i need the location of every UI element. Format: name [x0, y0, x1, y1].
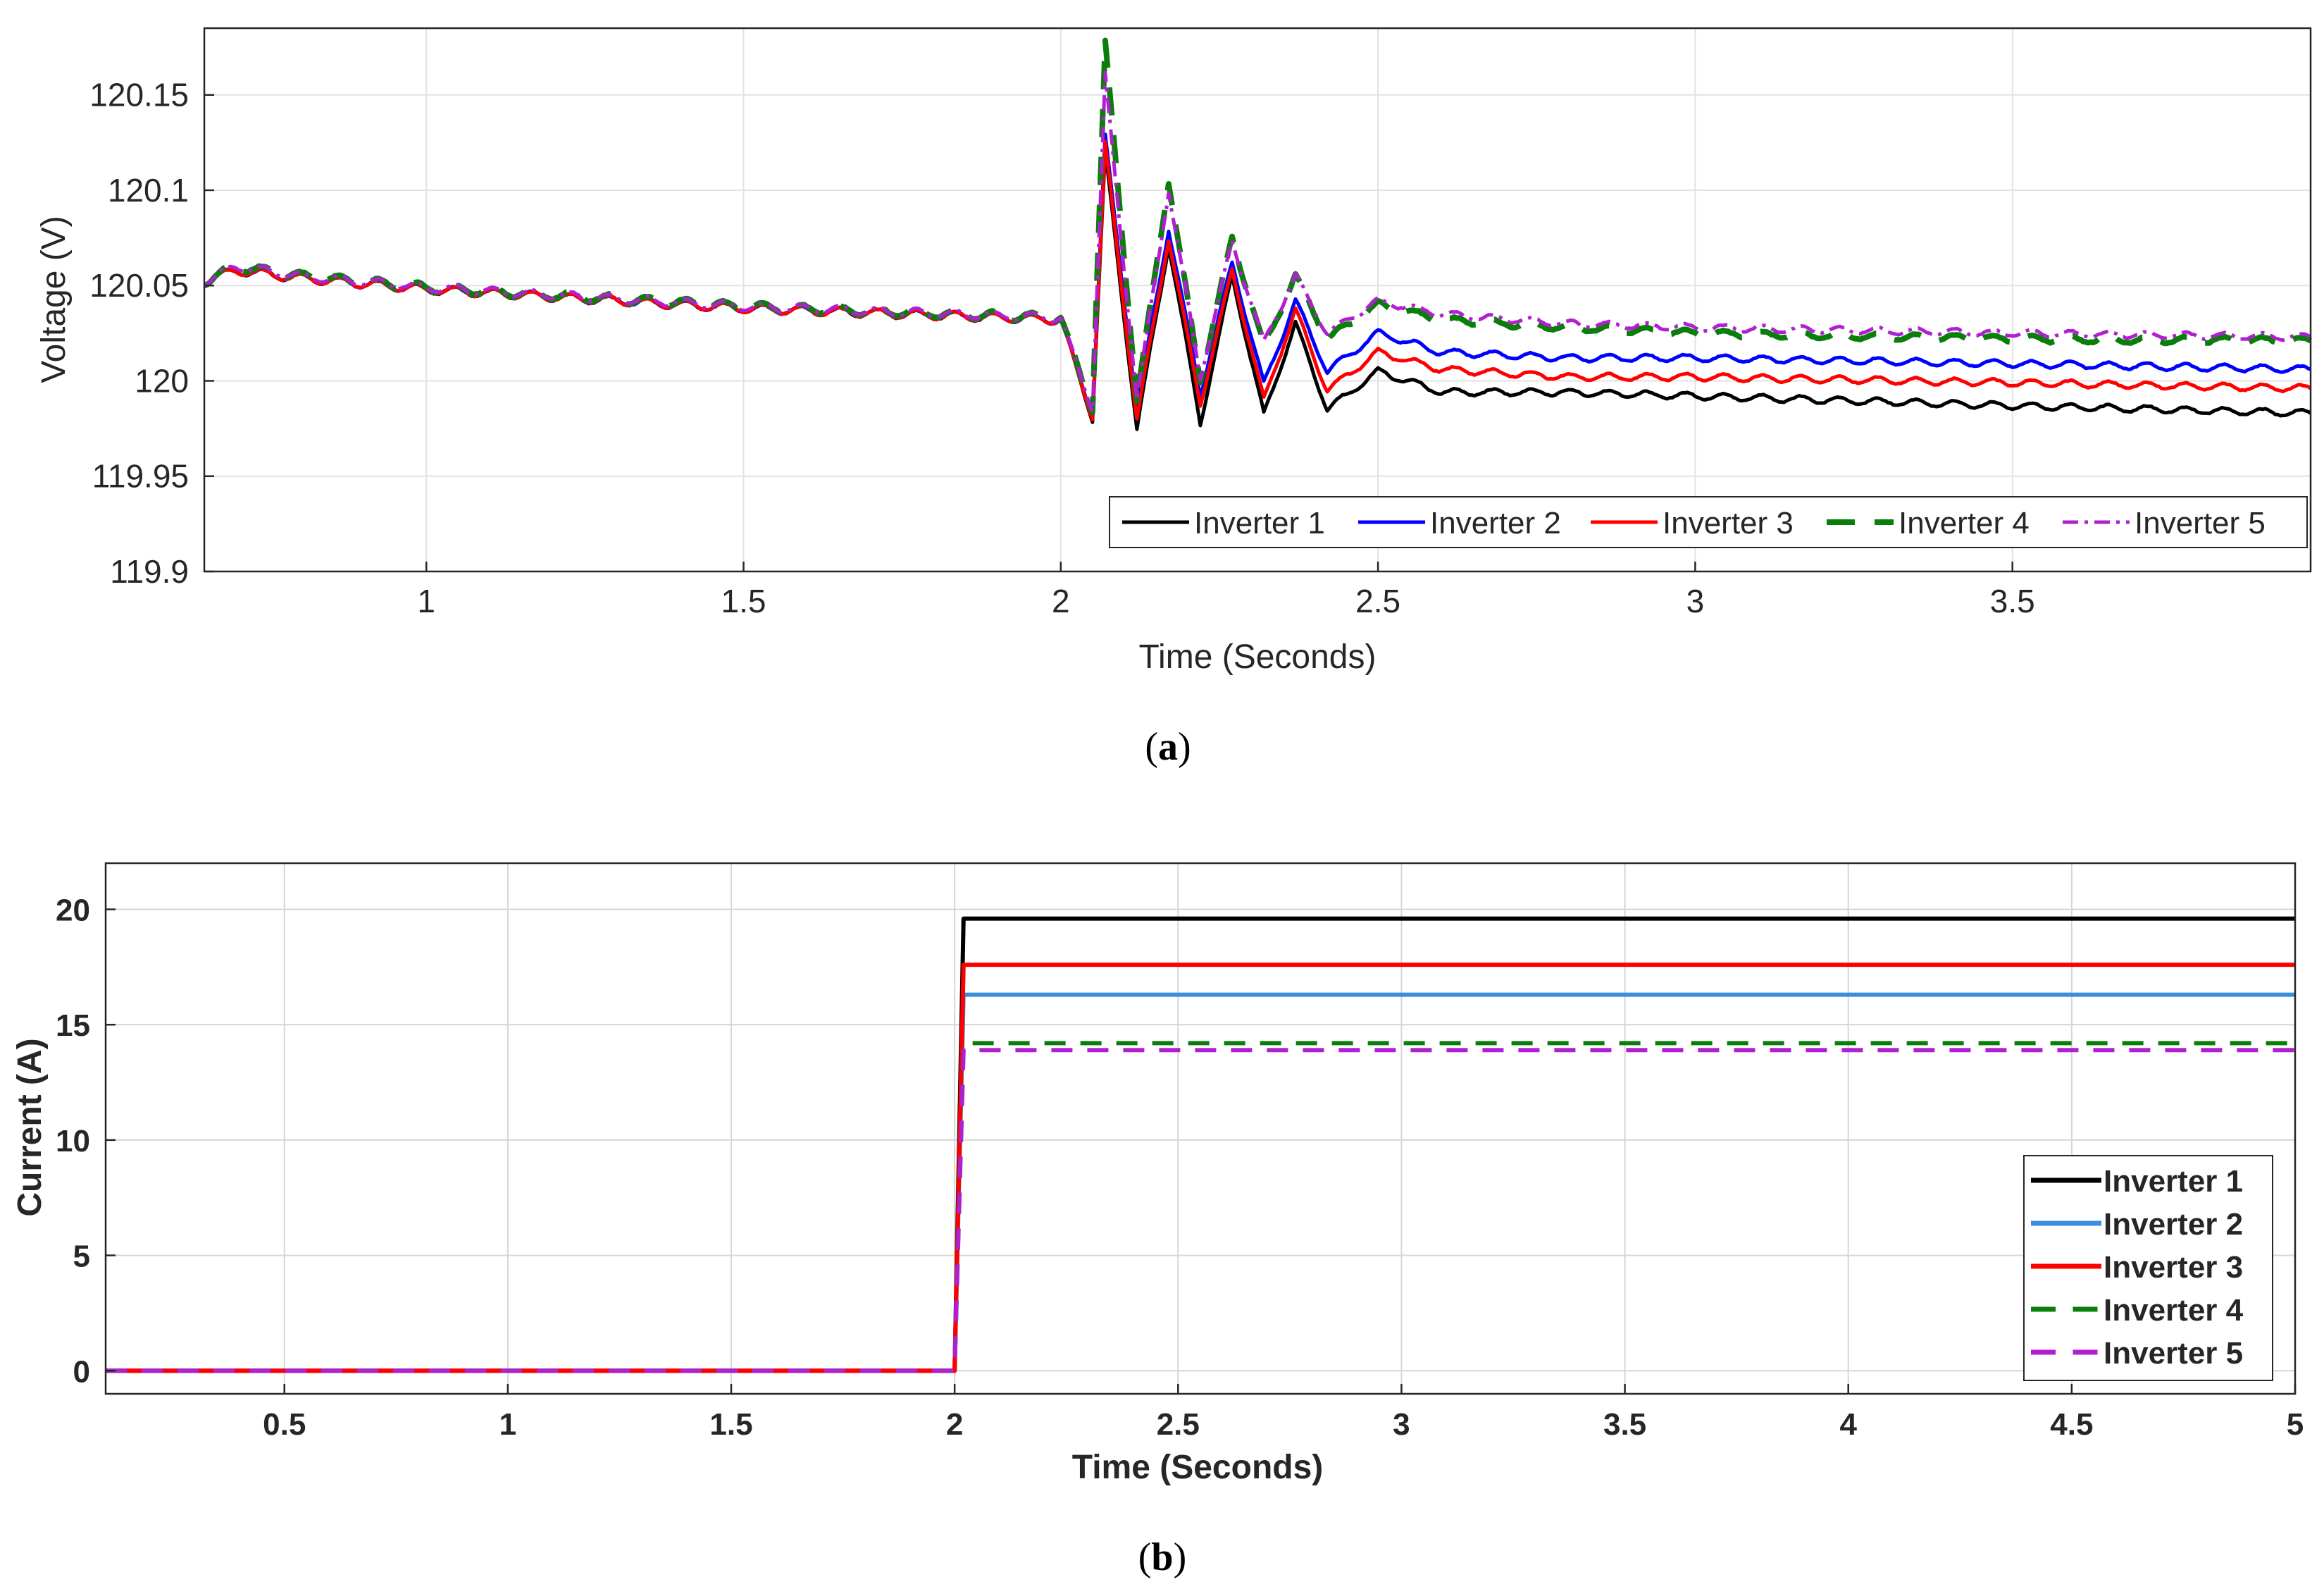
voltage-ytick-label: 119.9	[110, 553, 189, 590]
current-ytick-label: 10	[56, 1124, 90, 1158]
voltage-xtick-label: 1	[417, 583, 435, 619]
current-xtick-label: 3.5	[1603, 1407, 1646, 1442]
current-xtick-label: 2	[946, 1407, 963, 1442]
voltage-ytick-label: 120.05	[89, 267, 189, 304]
current-ytick-label: 0	[73, 1354, 90, 1389]
voltage-legend-label: Inverter 1	[1194, 506, 1325, 540]
current-ytick-label: 15	[56, 1008, 90, 1043]
voltage-series-line-inverter-1	[204, 147, 2312, 431]
current-xtick-label: 4	[1839, 1407, 1857, 1442]
current-chart: 0.5 1 1.5 2 2.5 3 3.5 4 4.5 5 0 5 10 15 20 Time (Secon…	[11, 862, 2304, 1579]
current-chart-xlabel: Time (Seconds)	[1072, 1449, 1324, 1486]
voltage-legend-label: Inverter 2	[1430, 506, 1561, 540]
current-series-line-inverter-5	[106, 1048, 2295, 1373]
current-chart-legend: Inverter 1 Inverter 2 Inverter 3 Inverter 4…	[2023, 1155, 2273, 1381]
caption-b: (b)	[1138, 1535, 1186, 1579]
current-legend-label: Inverter 3	[2104, 1250, 2243, 1285]
voltage-chart-lines	[203, 37, 2312, 431]
current-legend-label: Inverter 4	[2104, 1293, 2244, 1328]
current-xtick-label: 1	[499, 1407, 516, 1442]
voltage-chart-ylabel: Voltage (V)	[35, 216, 73, 383]
voltage-xtick-label: 2.5	[1355, 583, 1400, 619]
voltage-series-line-inverter-5	[203, 70, 2312, 414]
voltage-series-line-inverter-3	[203, 140, 2312, 421]
voltage-chart-axes-box	[203, 27, 2312, 573]
voltage-ytick-label: 120.1	[108, 172, 189, 209]
voltage-ytick-label: 120.15	[89, 77, 189, 113]
current-series-line-inverter-4	[106, 1041, 2295, 1373]
current-chart-ylabel: Current (A)	[11, 1038, 49, 1216]
current-chart-axes-box	[104, 862, 2297, 1395]
voltage-chart-xlabel: Time (Seconds)	[1139, 638, 1377, 676]
current-chart-ticks: 0.5 1 1.5 2 2.5 3 3.5 4 4.5 5 0 5 10 15 20	[56, 893, 2304, 1442]
current-xtick-label: 4.5	[2050, 1407, 2093, 1442]
current-ytick-label: 20	[56, 893, 90, 927]
caption-a: (a)	[1145, 725, 1191, 769]
current-xtick-label: 3	[1393, 1407, 1410, 1442]
current-ytick-label: 5	[73, 1239, 90, 1274]
voltage-series-line-inverter-4	[203, 37, 2312, 416]
voltage-xtick-label: 3.5	[1990, 583, 2035, 619]
current-legend-label: Inverter 5	[2104, 1336, 2243, 1371]
voltage-legend-label: Inverter 3	[1663, 506, 1794, 540]
voltage-chart: 1 1.5 2 2.5 3 3.5 119.9 119.95 120 120.05 120.1 120…	[35, 27, 2312, 769]
voltage-ytick-label: 119.95	[92, 458, 189, 495]
current-chart-lines	[106, 916, 2295, 1373]
current-xtick-label: 2.5	[1157, 1407, 1200, 1442]
current-xtick-label: 5	[2287, 1407, 2304, 1442]
voltage-legend-label: Inverter 4	[1899, 506, 2030, 540]
current-series-line-inverter-1	[106, 916, 2295, 1373]
current-legend-label: Inverter 1	[2104, 1164, 2243, 1199]
voltage-chart-ticks: 1 1.5 2 2.5 3 3.5 119.9 119.95 120 120.05 120.1 120…	[89, 77, 2034, 619]
voltage-xtick-label: 1.5	[721, 583, 766, 619]
current-legend-label: Inverter 2	[2104, 1207, 2243, 1242]
voltage-chart-grid	[204, 28, 2311, 572]
current-series-line-inverter-3	[106, 963, 2295, 1373]
voltage-chart-legend: Inverter 1 Inverter 2 Inverter 3 Inverter 4…	[1109, 496, 2308, 548]
voltage-legend-label: Inverter 5	[2135, 506, 2266, 540]
voltage-xtick-label: 2	[1052, 583, 1070, 619]
current-chart-grid	[106, 863, 2296, 1394]
current-xtick-label: 0.5	[263, 1407, 306, 1442]
current-xtick-label: 1.5	[709, 1407, 752, 1442]
voltage-ytick-label: 120	[135, 362, 189, 399]
voltage-xtick-label: 3	[1686, 583, 1705, 619]
